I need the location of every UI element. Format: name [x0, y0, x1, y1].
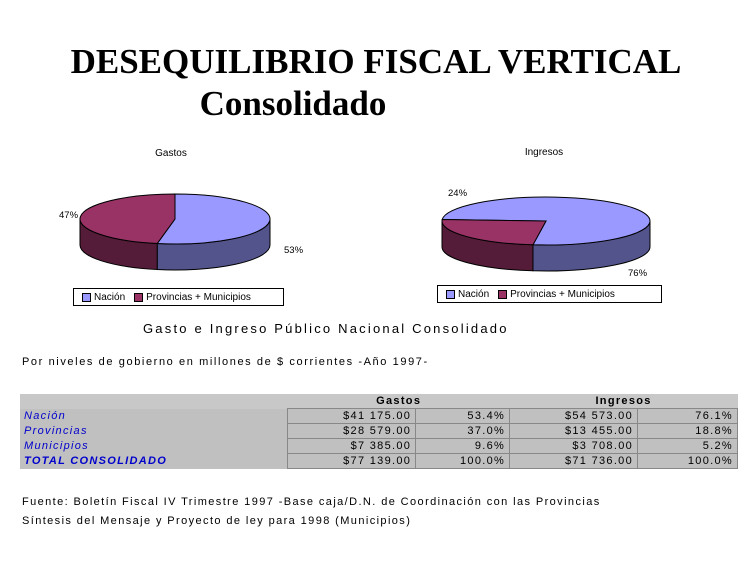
legend-item-provincias: Provincias + Municipios [498, 289, 615, 300]
source-note: Fuente: Boletín Fiscal IV Trimestre 1997… [22, 496, 601, 508]
pie-pct-label: 53% [284, 245, 304, 256]
data-table: Gastos Ingresos Nación $41 175.00 53.4% … [20, 394, 738, 469]
header-ingresos: Ingresos [509, 394, 738, 409]
cell-ingreso: $3 708.00 [509, 438, 639, 454]
row-label: Provincias [20, 423, 288, 439]
pie-slice [441, 218, 547, 246]
cell-gasto: $28 579.00 [287, 423, 417, 439]
legend-item-nacion: Nación [82, 292, 125, 303]
cell-ingreso-pct: 76.1% [637, 408, 738, 424]
ingresos-legend: Nación Provincias + Municipios [437, 285, 662, 303]
legend-swatch [498, 289, 508, 299]
pie-pct-label: 47% [59, 210, 79, 221]
cell-gasto: $7 385.00 [287, 438, 417, 454]
row-label: Nación [20, 408, 288, 424]
legend-swatch [82, 292, 91, 302]
header-gastos: Gastos [287, 394, 510, 409]
source-note-2: Síntesis del Mensaje y Proyecto de ley p… [22, 515, 412, 527]
cell-gasto: $77 139.00 [287, 453, 417, 469]
cell-gasto-pct: 53.4% [415, 408, 511, 424]
pie-pct-label: 24% [448, 188, 468, 199]
pie-title: Ingresos [525, 147, 563, 158]
legend-label: Provincias + Municipios [146, 291, 251, 303]
gastos-legend: Nación Provincias + Municipios [73, 288, 284, 306]
cell-ingreso-pct: 5.2% [637, 438, 738, 454]
pie-title: Gastos [155, 148, 187, 159]
legend-swatch [134, 292, 144, 302]
table-subtitle: Por niveles de gobierno en millones de $… [22, 356, 429, 368]
cell-gasto-pct: 9.6% [415, 438, 511, 454]
pie-slice [79, 193, 176, 245]
pie-slice [156, 193, 271, 245]
row-label: TOTAL CONSOLIDADO [20, 453, 288, 469]
legend-item-nacion: Nación [446, 289, 489, 300]
row-label: Municipios [20, 438, 288, 454]
legend-label: Nación [458, 288, 490, 300]
legend-swatch [446, 289, 455, 299]
table-row: Provincias $28 579.00 37.0% $13 455.00 1… [20, 423, 738, 439]
cell-gasto: $41 175.00 [287, 408, 417, 424]
legend-label: Provincias + Municipios [510, 288, 615, 300]
table-row: Nación $41 175.00 53.4% $54 573.00 76.1% [20, 408, 738, 424]
cell-ingreso: $13 455.00 [509, 423, 639, 439]
table-row: Municipios $7 385.00 9.6% $3 708.00 5.2% [20, 438, 738, 454]
gastos-pie-chart: Gastos 53% 47% [59, 148, 304, 271]
cell-ingreso-pct: 100.0% [637, 453, 738, 469]
cell-gasto-pct: 100.0% [415, 453, 511, 469]
table-header-row: Gastos Ingresos [20, 394, 738, 409]
header-empty [20, 394, 288, 409]
pie-pct-label: 76% [628, 268, 648, 279]
cell-ingreso-pct: 18.8% [637, 423, 738, 439]
legend-label: Nación [94, 291, 126, 303]
cell-ingreso: $54 573.00 [509, 408, 639, 424]
page-title: DESEQUILIBRIO FISCAL VERTICAL [70, 42, 682, 81]
cell-ingreso: $71 736.00 [509, 453, 639, 469]
table-total-row: TOTAL CONSOLIDADO $77 139.00 100.0% $71 … [20, 453, 738, 469]
cell-gasto-pct: 37.0% [415, 423, 511, 439]
page-subtitle: Consolidado [199, 84, 387, 123]
section-title: Gasto e Ingreso Público Nacional Consoli… [143, 321, 509, 336]
legend-item-provincias: Provincias + Municipios [134, 292, 251, 303]
ingresos-pie-chart: Ingresos 76% 24% [441, 147, 651, 279]
